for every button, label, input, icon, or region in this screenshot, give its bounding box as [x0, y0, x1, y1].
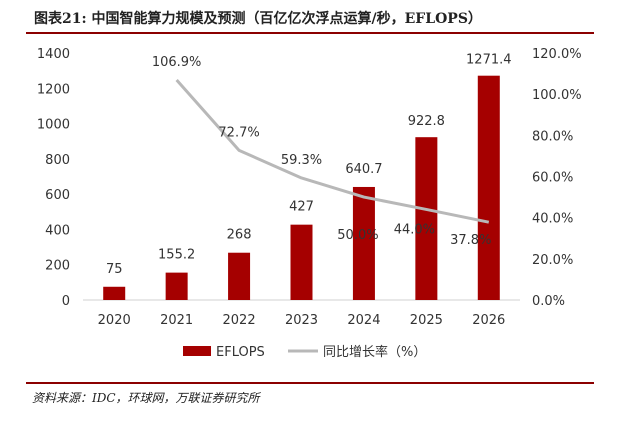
left-tick-label: 0 [62, 294, 70, 309]
legend-label-line: 同比增长率（%） [323, 344, 426, 360]
bar-value-label: 75 [106, 262, 123, 277]
x-tick-label: 2023 [285, 313, 318, 328]
right-tick-label: 60.0% [532, 171, 573, 186]
bar-value-label: 155.2 [158, 248, 195, 263]
right-tick-label: 80.0% [532, 129, 573, 144]
bar-value-label: 1271.4 [466, 53, 512, 68]
right-tick-label: 120.0% [532, 47, 582, 62]
bar [477, 75, 500, 300]
bar-value-label: 268 [227, 228, 252, 243]
left-tick-label: 600 [45, 188, 70, 203]
bar [228, 252, 251, 300]
line-value-label: 59.3% [281, 153, 322, 168]
right-tick-label: 0.0% [532, 294, 565, 309]
left-tick-label: 400 [45, 223, 70, 238]
left-tick-label: 1400 [37, 47, 70, 62]
x-tick-label: 2022 [223, 313, 256, 328]
chart-title: 图表21: 中国智能算力规模及预测（百亿亿次浮点运算/秒，EFLOPS） [34, 11, 482, 27]
legend-label-bar: EFLOPS [216, 345, 265, 360]
x-tick-label: 2024 [347, 313, 380, 328]
bar-value-label: 427 [289, 200, 314, 215]
left-tick-label: 1200 [37, 82, 70, 97]
bar-value-label: 640.7 [345, 162, 382, 177]
line-value-label: 72.7% [218, 125, 259, 140]
x-tick-label: 2026 [472, 313, 505, 328]
title-bar: 图表21: 中国智能算力规模及预测（百亿亿次浮点运算/秒，EFLOPS） [26, 4, 594, 34]
right-tick-label: 100.0% [532, 88, 582, 103]
line-value-label: 44.0% [394, 222, 435, 237]
left-tick-label: 200 [45, 259, 70, 274]
bar [165, 272, 188, 300]
left-tick-label: 800 [45, 153, 70, 168]
bar [103, 286, 126, 300]
line-value-label: 37.8% [450, 233, 491, 248]
bar [352, 186, 375, 300]
x-tick-label: 2025 [410, 313, 443, 328]
growth-line [175, 78, 490, 224]
x-tick-label: 2020 [98, 313, 131, 328]
left-tick-label: 1000 [37, 118, 70, 133]
line-value-label: 106.9% [152, 55, 202, 70]
right-tick-label: 40.0% [532, 212, 573, 227]
right-tick-label: 20.0% [532, 253, 573, 268]
legend-swatch-bar [183, 346, 211, 356]
bar-value-label: 922.8 [408, 114, 445, 129]
bar [290, 224, 313, 300]
chart: 0 200 400 600 800 1000 1200 1400 0.0% 20.0% 40.0% 6… [37, 47, 582, 360]
line-value-label: 50.0% [337, 228, 378, 243]
source-note: 资料来源：IDC，环球网，万联证券研究所 [32, 391, 260, 405]
x-tick-label: 2021 [160, 313, 193, 328]
footer-divider [26, 382, 594, 384]
bar [415, 137, 438, 300]
